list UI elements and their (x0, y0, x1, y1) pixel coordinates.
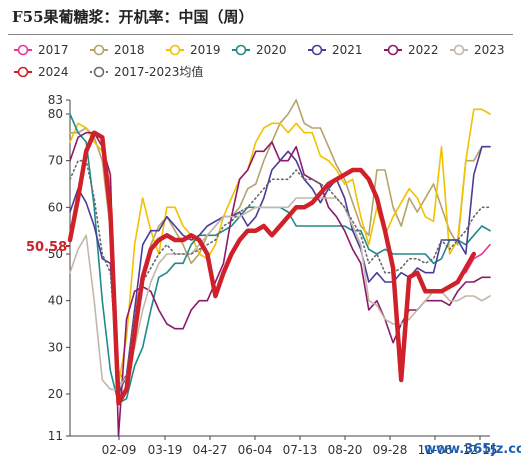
y-tick-label: 80 (48, 107, 63, 121)
legend-item-6: 2022 (384, 43, 439, 57)
legend-item-1: 2017 (14, 43, 69, 57)
legend-swatch-marker (93, 44, 105, 56)
title-divider (8, 34, 513, 35)
legend-label: 2017-2023均值 (114, 64, 203, 79)
y-tick-label: 11 (48, 429, 63, 443)
x-tick-label: 03-19 (148, 443, 183, 457)
legend-label: 2022 (408, 43, 439, 57)
legend-swatch-marker (17, 66, 29, 78)
y-tick-label: 70 (48, 154, 63, 168)
x-tick-label: 09-28 (373, 443, 408, 457)
x-tick-label: 11-06 (418, 443, 453, 457)
y-tick-label: 20 (48, 387, 63, 401)
series-line-3 (69, 108, 491, 386)
legend-label: 2024 (38, 65, 69, 79)
current-value-label: 50.58 (26, 240, 67, 255)
legend-swatch-marker (311, 44, 323, 56)
legend-label: 2018 (114, 43, 145, 57)
legend-swatch-marker (17, 44, 29, 56)
series-line-1 (465, 243, 491, 274)
legend-item-5: 2021 (308, 43, 363, 57)
y-tick-label: 50 (48, 247, 63, 261)
series-line-6 (69, 131, 491, 437)
legend-label: 2021 (332, 43, 363, 57)
legend-label: 2017 (38, 43, 69, 57)
chart-title: F55果葡糖浆：开机率：中国（周） (12, 8, 254, 26)
legend-label: 2023 (474, 43, 505, 57)
y-tick-label: 30 (48, 340, 63, 354)
legend-item-9: 2017-2023均值 (90, 64, 203, 79)
legend-swatch-marker (453, 44, 465, 56)
legend-swatch-marker (93, 66, 105, 78)
x-tick-label: 12-15 (463, 443, 498, 457)
x-tick-label: 06-04 (238, 443, 273, 457)
legend-label: 2020 (256, 43, 287, 57)
legend-item-3: 2019 (166, 43, 221, 57)
legend-item-4: 2020 (232, 43, 287, 57)
legend-item-7: 2023 (450, 43, 505, 57)
legend-swatch-marker (235, 44, 247, 56)
legend-item-8: 2024 (14, 65, 69, 79)
legend-item-2: 2018 (90, 43, 145, 57)
watermark-text: www.365jz.com (424, 442, 521, 457)
x-tick-label: 08-20 (328, 443, 363, 457)
series-line-7 (69, 197, 491, 391)
y-tick-label: 83 (48, 93, 63, 107)
x-tick-label: 04-27 (193, 443, 228, 457)
y-tick-label: 40 (48, 294, 63, 308)
y-tick-label: 60 (48, 200, 63, 214)
x-tick-label: 07-13 (283, 443, 318, 457)
series-line-8 (67, 130, 477, 406)
legend-swatch-marker (169, 44, 181, 56)
x-tick-label: 02-09 (102, 443, 137, 457)
legend-label: 2019 (190, 43, 221, 57)
legend-swatch-marker (387, 44, 399, 56)
